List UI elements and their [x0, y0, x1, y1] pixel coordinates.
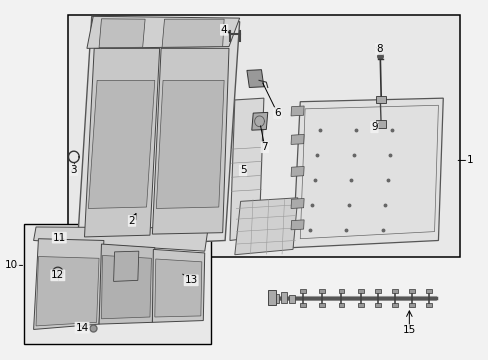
Polygon shape: [234, 198, 297, 255]
Bar: [408, 303, 414, 307]
Polygon shape: [152, 48, 228, 234]
Bar: [374, 303, 380, 307]
Bar: [338, 289, 344, 293]
Bar: [319, 289, 325, 293]
Text: 2: 2: [128, 216, 135, 226]
Polygon shape: [34, 239, 103, 329]
Bar: [299, 289, 305, 293]
Polygon shape: [113, 251, 139, 282]
Bar: [391, 289, 397, 293]
Polygon shape: [162, 19, 224, 47]
Bar: [67, 14, 459, 257]
Text: 9: 9: [370, 122, 377, 132]
Bar: [425, 303, 431, 307]
Text: 4: 4: [221, 25, 227, 35]
Bar: [357, 303, 363, 307]
Polygon shape: [99, 244, 155, 324]
Text: 8: 8: [375, 44, 382, 54]
Polygon shape: [99, 19, 145, 48]
Text: 3: 3: [70, 165, 77, 175]
Text: 6: 6: [274, 108, 280, 118]
Bar: [425, 289, 431, 293]
Bar: [374, 289, 380, 293]
Text: 10: 10: [5, 260, 19, 270]
Text: 12: 12: [51, 270, 64, 280]
Bar: [299, 303, 305, 307]
Bar: [376, 120, 386, 129]
Polygon shape: [290, 106, 304, 116]
Polygon shape: [246, 70, 264, 87]
Text: 13: 13: [184, 275, 197, 285]
Text: 11: 11: [53, 233, 66, 243]
Bar: [273, 294, 279, 303]
Polygon shape: [155, 259, 202, 317]
Polygon shape: [87, 16, 239, 48]
Polygon shape: [102, 256, 151, 319]
Polygon shape: [34, 227, 208, 251]
Polygon shape: [290, 198, 304, 208]
Polygon shape: [290, 134, 304, 144]
Bar: [338, 303, 344, 307]
Polygon shape: [229, 98, 264, 240]
Text: 1: 1: [466, 156, 472, 166]
Bar: [376, 96, 386, 103]
Polygon shape: [251, 112, 267, 130]
Polygon shape: [36, 257, 99, 326]
Polygon shape: [290, 166, 304, 176]
Text: 5: 5: [239, 165, 246, 175]
Text: 14: 14: [75, 323, 88, 333]
Bar: [280, 292, 286, 303]
Polygon shape: [292, 98, 443, 248]
Polygon shape: [156, 80, 224, 208]
Bar: [24, 225, 210, 344]
Polygon shape: [77, 16, 239, 248]
Bar: [391, 303, 397, 307]
Text: 15: 15: [402, 325, 415, 335]
Polygon shape: [88, 80, 155, 208]
Polygon shape: [290, 220, 304, 230]
Polygon shape: [84, 48, 159, 237]
Bar: [408, 289, 414, 293]
Bar: [319, 303, 325, 307]
Bar: [288, 295, 294, 303]
Bar: [267, 289, 275, 305]
Polygon shape: [152, 249, 204, 322]
Bar: [357, 289, 363, 293]
Text: 7: 7: [261, 142, 267, 152]
